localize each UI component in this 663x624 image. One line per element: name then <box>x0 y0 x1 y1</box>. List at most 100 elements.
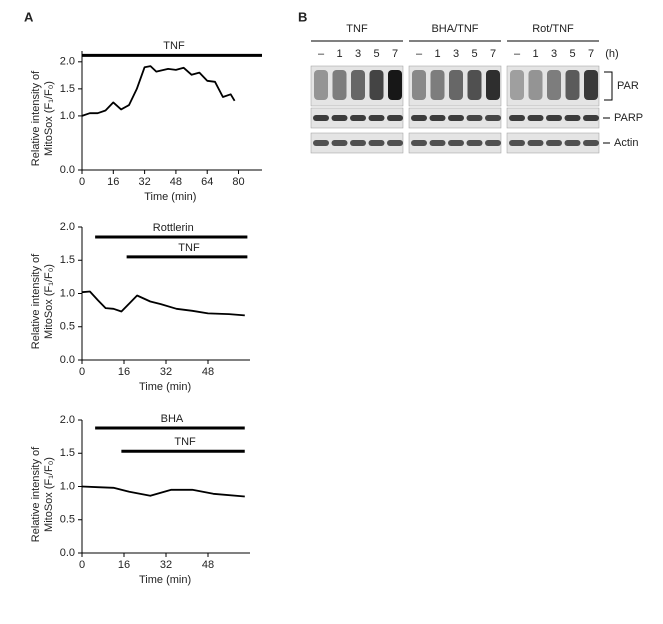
blot-band <box>351 70 365 100</box>
blot-band <box>509 140 525 146</box>
x-tick-label: 16 <box>118 559 130 571</box>
blot-band <box>314 70 328 100</box>
y-tick-label: 1.0 <box>60 110 75 122</box>
blot-band <box>466 115 483 121</box>
x-axis-title: Time (min) <box>139 574 191 586</box>
treatment-label: BHA <box>161 413 184 425</box>
lane-label: – <box>416 48 423 60</box>
lane-label: 7 <box>392 48 398 60</box>
data-line <box>81 65 236 117</box>
treatment-label: TNF <box>163 40 185 52</box>
group-label: BHA/TNF <box>431 23 478 35</box>
blot-band <box>369 70 384 100</box>
lane-label: – <box>318 48 325 60</box>
blot-band <box>583 140 599 146</box>
y-tick-label: 0.0 <box>60 354 75 366</box>
y-tick-label: 2.0 <box>60 56 75 68</box>
blot-band <box>448 115 464 121</box>
lane-label: 1 <box>434 48 440 60</box>
time-unit: (h) <box>605 48 618 60</box>
blot-band <box>466 140 483 146</box>
treatment-label: Rottlerin <box>153 222 194 234</box>
blot-band <box>527 140 544 146</box>
blot-band <box>509 115 525 121</box>
bracket <box>604 71 613 101</box>
blot-band <box>449 70 463 100</box>
x-tick-label: 0 <box>79 366 85 378</box>
blot-band <box>387 140 403 146</box>
blot-band <box>527 115 544 121</box>
y-tick-label: 0.0 <box>60 164 75 176</box>
x-tick-label: 16 <box>107 176 119 188</box>
blot-band <box>412 70 426 100</box>
row-label: PAR <box>617 80 639 92</box>
blot-band <box>565 70 580 100</box>
blot-band <box>583 115 599 121</box>
blot-band <box>485 140 501 146</box>
x-tick-label: 64 <box>201 176 213 188</box>
y-tick-label: 1.0 <box>60 287 75 299</box>
blot-band <box>387 115 403 121</box>
blot-band <box>564 115 581 121</box>
group-label: TNF <box>346 23 368 35</box>
lane-label: 7 <box>588 48 594 60</box>
blot-band <box>313 140 329 146</box>
blot-band <box>486 70 500 100</box>
blot-band <box>546 115 562 121</box>
blot-band <box>350 115 366 121</box>
lane-label: 1 <box>532 48 538 60</box>
lane-label: 5 <box>471 48 477 60</box>
blot-band <box>331 140 348 146</box>
x-tick-label: 32 <box>160 366 172 378</box>
y-tick-label: 1.5 <box>60 447 75 459</box>
x-tick-label: 16 <box>118 366 130 378</box>
x-tick-label: 48 <box>170 176 182 188</box>
blot-band <box>411 140 427 146</box>
y-axis-title: MitoSox (F₁/F₀) <box>43 457 55 532</box>
blot-band <box>411 115 427 121</box>
blot-band <box>467 70 482 100</box>
lane-label: 1 <box>336 48 342 60</box>
blot-band <box>547 70 561 100</box>
x-tick-label: 0 <box>79 176 85 188</box>
y-axis-title: Relative intensity of <box>30 446 42 542</box>
lane-label: 3 <box>551 48 557 60</box>
blot-band <box>350 140 366 146</box>
y-tick-label: 2.0 <box>60 221 75 233</box>
lane-label: 5 <box>569 48 575 60</box>
lane-label: 3 <box>453 48 459 60</box>
y-axis-title: MitoSox (F₁/F₀) <box>43 81 55 156</box>
blot-band <box>528 70 543 100</box>
blot-band <box>313 115 329 121</box>
blot-band <box>388 70 402 100</box>
y-tick-label: 1.0 <box>60 480 75 492</box>
x-tick-label: 32 <box>160 559 172 571</box>
lane-label: – <box>514 48 521 60</box>
panel-label: B <box>298 9 307 24</box>
x-tick-label: 48 <box>202 366 214 378</box>
x-axis-title: Time (min) <box>139 381 191 393</box>
lane-label: 7 <box>490 48 496 60</box>
blot-band <box>448 140 464 146</box>
y-tick-label: 0.0 <box>60 547 75 559</box>
blot-band <box>510 70 524 100</box>
y-axis-title: Relative intensity of <box>30 70 42 166</box>
x-tick-label: 80 <box>232 176 244 188</box>
x-axis-title: Time (min) <box>144 191 196 203</box>
lane-label: 5 <box>373 48 379 60</box>
panel-label: A <box>24 9 34 24</box>
blot-band <box>584 70 598 100</box>
row-label: Actin <box>614 137 638 149</box>
group-label: Rot/TNF <box>532 23 574 35</box>
blot-band <box>485 115 501 121</box>
blot-band <box>429 140 446 146</box>
blot-band <box>368 115 385 121</box>
blot-band <box>368 140 385 146</box>
blot-band <box>546 140 562 146</box>
treatment-label: TNF <box>174 436 196 448</box>
blot-band <box>564 140 581 146</box>
x-tick-label: 0 <box>79 559 85 571</box>
y-tick-label: 0.5 <box>60 321 75 333</box>
blot-band <box>429 115 446 121</box>
